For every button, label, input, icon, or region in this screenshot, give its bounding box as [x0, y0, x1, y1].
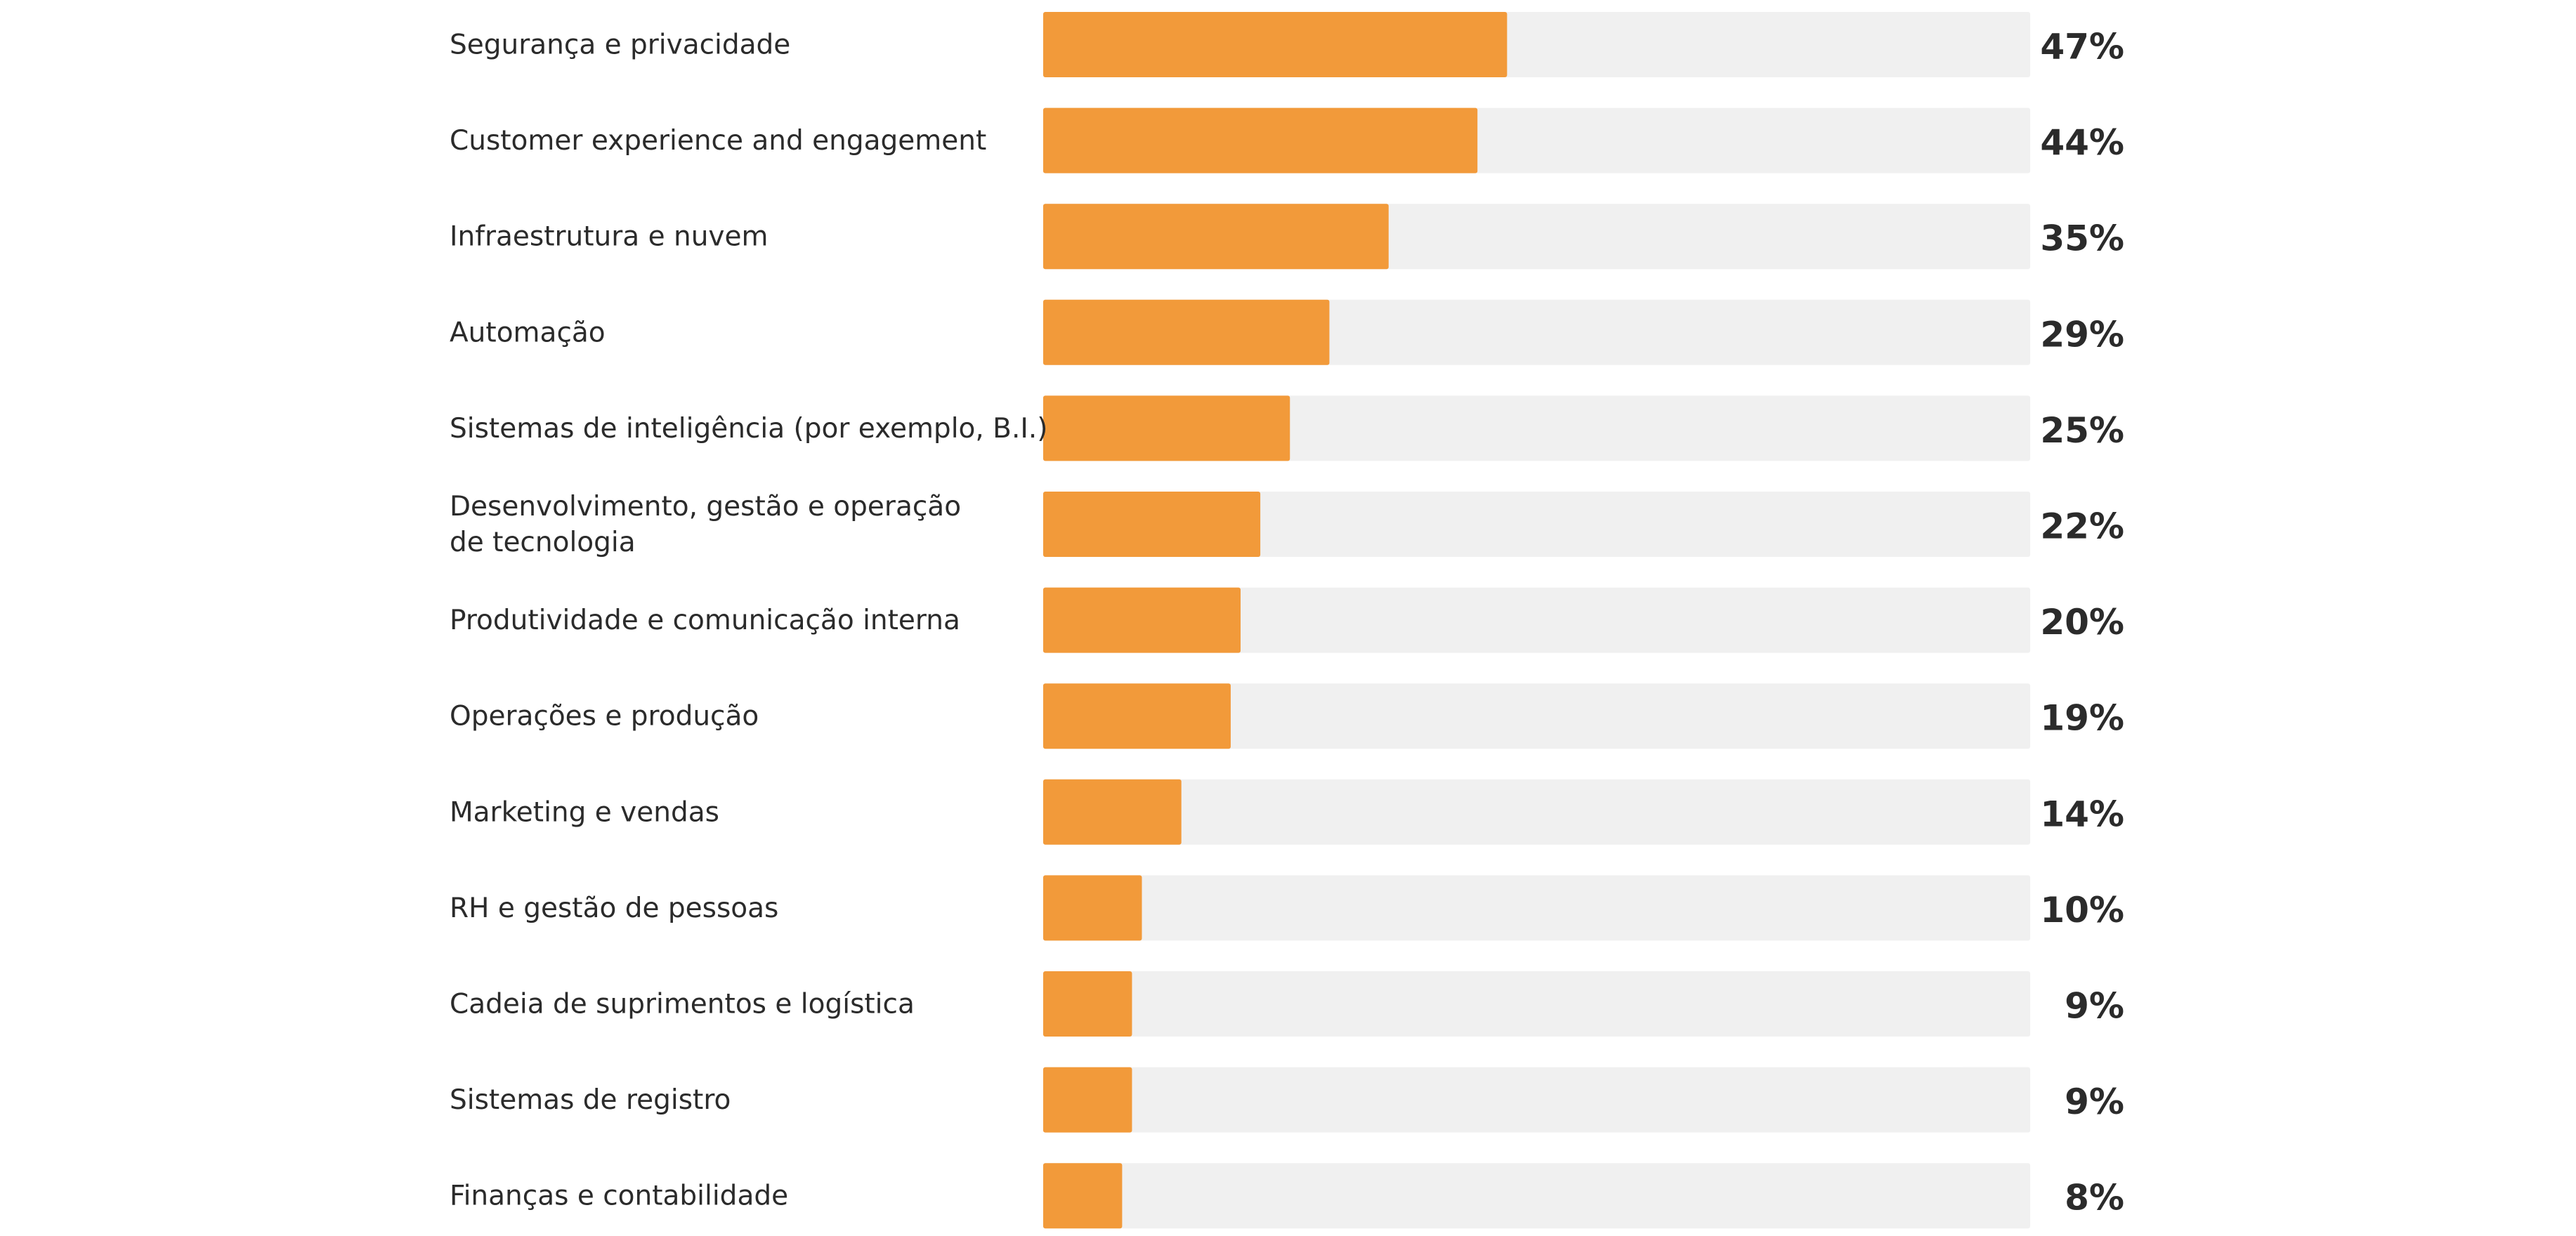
value-label: 25% — [2040, 410, 2124, 451]
bar-track — [1043, 875, 2030, 941]
bar — [1043, 492, 1261, 557]
bar-track — [1043, 683, 2030, 749]
bar-track — [1043, 779, 2030, 845]
category-label: Operações e produção — [450, 700, 759, 732]
value-label: 29% — [2040, 314, 2124, 355]
category-label: Sistemas de registro — [450, 1084, 731, 1116]
bar — [1043, 587, 1241, 653]
bar-track — [1043, 1067, 2030, 1133]
category-label: Produtividade e comunicação interna — [450, 605, 960, 636]
value-label: 9% — [2065, 986, 2124, 1027]
category-label: Customer experience and engagement — [450, 125, 986, 157]
bar — [1043, 875, 1142, 941]
category-label: Marketing e vendas — [450, 796, 719, 828]
bar-track — [1043, 1163, 2030, 1229]
bar — [1043, 107, 1478, 173]
bar — [1043, 299, 1330, 365]
value-label: 47% — [2040, 27, 2124, 67]
category-label: Sistemas de inteligência (por exemplo, B… — [450, 412, 1047, 444]
bar — [1043, 204, 1389, 270]
value-label: 44% — [2040, 122, 2124, 163]
value-label: 35% — [2040, 218, 2124, 259]
bar-track — [1043, 492, 2030, 557]
value-label: 8% — [2065, 1178, 2124, 1218]
category-label: Automação — [450, 317, 606, 348]
bar — [1043, 1163, 1123, 1229]
bar-track — [1043, 971, 2030, 1037]
value-label: 14% — [2040, 794, 2124, 834]
bar — [1043, 683, 1231, 749]
bar — [1043, 12, 1508, 77]
value-label: 10% — [2040, 890, 2124, 931]
bar — [1043, 1067, 1132, 1133]
bar — [1043, 779, 1182, 845]
category-label: Desenvolvimento, gestão e operação de tec… — [450, 491, 961, 558]
category-label: Segurança e privacidade — [450, 29, 790, 60]
category-label: Finanças e contabilidade — [450, 1180, 788, 1211]
value-label: 9% — [2065, 1082, 2124, 1122]
category-label: Cadeia de suprimentos e logística — [450, 988, 915, 1020]
category-label: RH e gestão de pessoas — [450, 892, 778, 923]
bar — [1043, 395, 1290, 461]
value-label: 22% — [2040, 506, 2124, 547]
value-label: 19% — [2040, 698, 2124, 739]
bar-track — [1043, 587, 2030, 653]
bar — [1043, 971, 1132, 1037]
value-label: 20% — [2040, 602, 2124, 643]
category-label: Infraestrutura e nuvem — [450, 221, 768, 252]
